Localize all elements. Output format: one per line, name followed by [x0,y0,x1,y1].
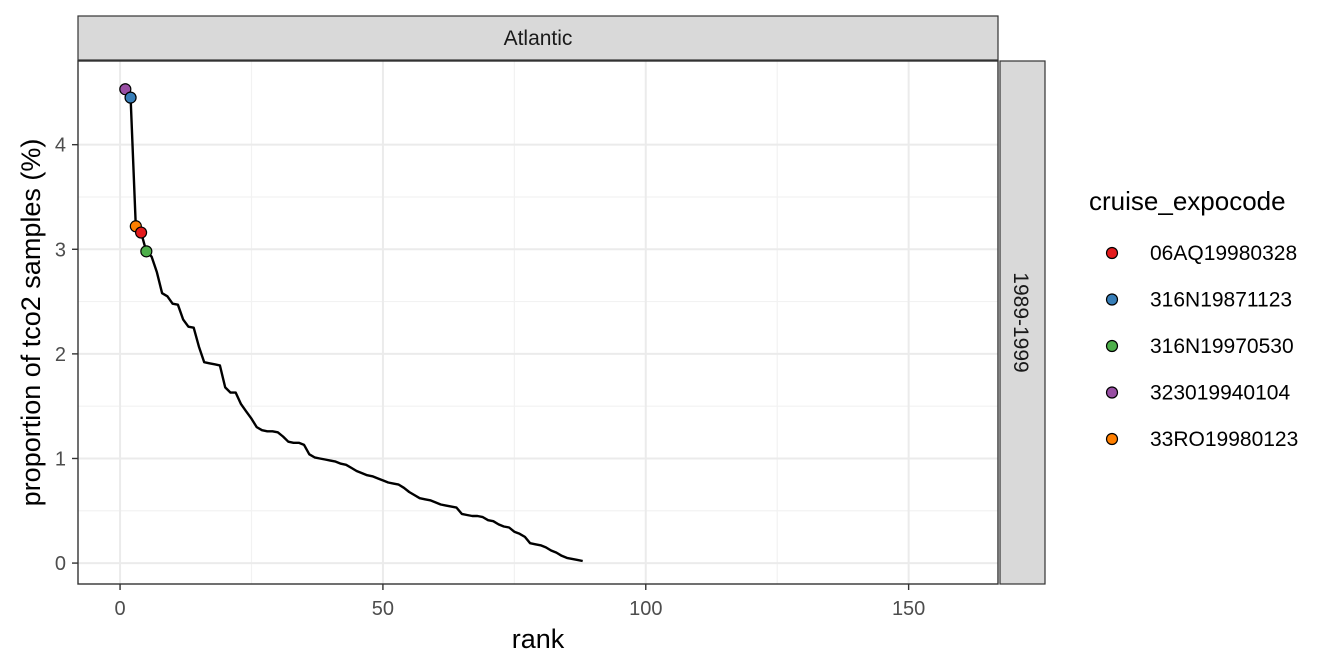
legend-key [1105,246,1119,260]
data-point [140,245,153,258]
plot-panel-border [77,60,999,585]
x-tick-label: 150 [892,598,925,620]
gridlines [78,61,998,584]
legend-label: 06AQ19980328 [1150,242,1297,265]
facet-label-row: 1989-1999 [1009,272,1032,372]
legend-label: 316N19871123 [1150,289,1292,312]
legend-key [1105,432,1119,446]
series-layer [119,83,583,563]
x-tick-label: 0 [114,598,125,620]
legend: cruise_expocode 06AQ19980328 316N19871123… [1089,186,1298,451]
facet-label-column: Atlantic [504,27,573,50]
y-axis: 0 1 2 3 4 [55,135,78,575]
facet-strip-top [77,15,999,61]
legend-items: 06AQ19980328 316N19871123 316N19970530 3230… [1105,242,1298,451]
y-axis-title: proportion of tco2 samples (%) [16,139,46,507]
legend-label: 323019940104 [1150,382,1290,405]
legend-key [1105,339,1119,353]
legend-key [1105,386,1119,399]
legend-label: 316N19970530 [1150,335,1294,358]
y-tick-label: 2 [55,344,66,366]
legend-key [1105,293,1119,306]
y-tick-label: 4 [55,135,66,157]
series-line [124,88,583,563]
data-point [134,226,148,239]
data-point [124,91,137,104]
facet-strip-right [999,60,1046,585]
y-tick-label: 3 [55,239,66,261]
legend-label: 33RO19980123 [1150,428,1298,451]
x-axis-title: rank [512,624,565,654]
plot-panel [78,61,998,584]
x-tick-label: 100 [629,598,662,620]
legend-title: cruise_expocode [1089,186,1286,216]
x-axis: 0 50 100 150 [114,584,925,620]
y-tick-label: 1 [55,448,66,470]
x-tick-label: 50 [372,598,394,620]
y-tick-label: 0 [55,553,66,575]
